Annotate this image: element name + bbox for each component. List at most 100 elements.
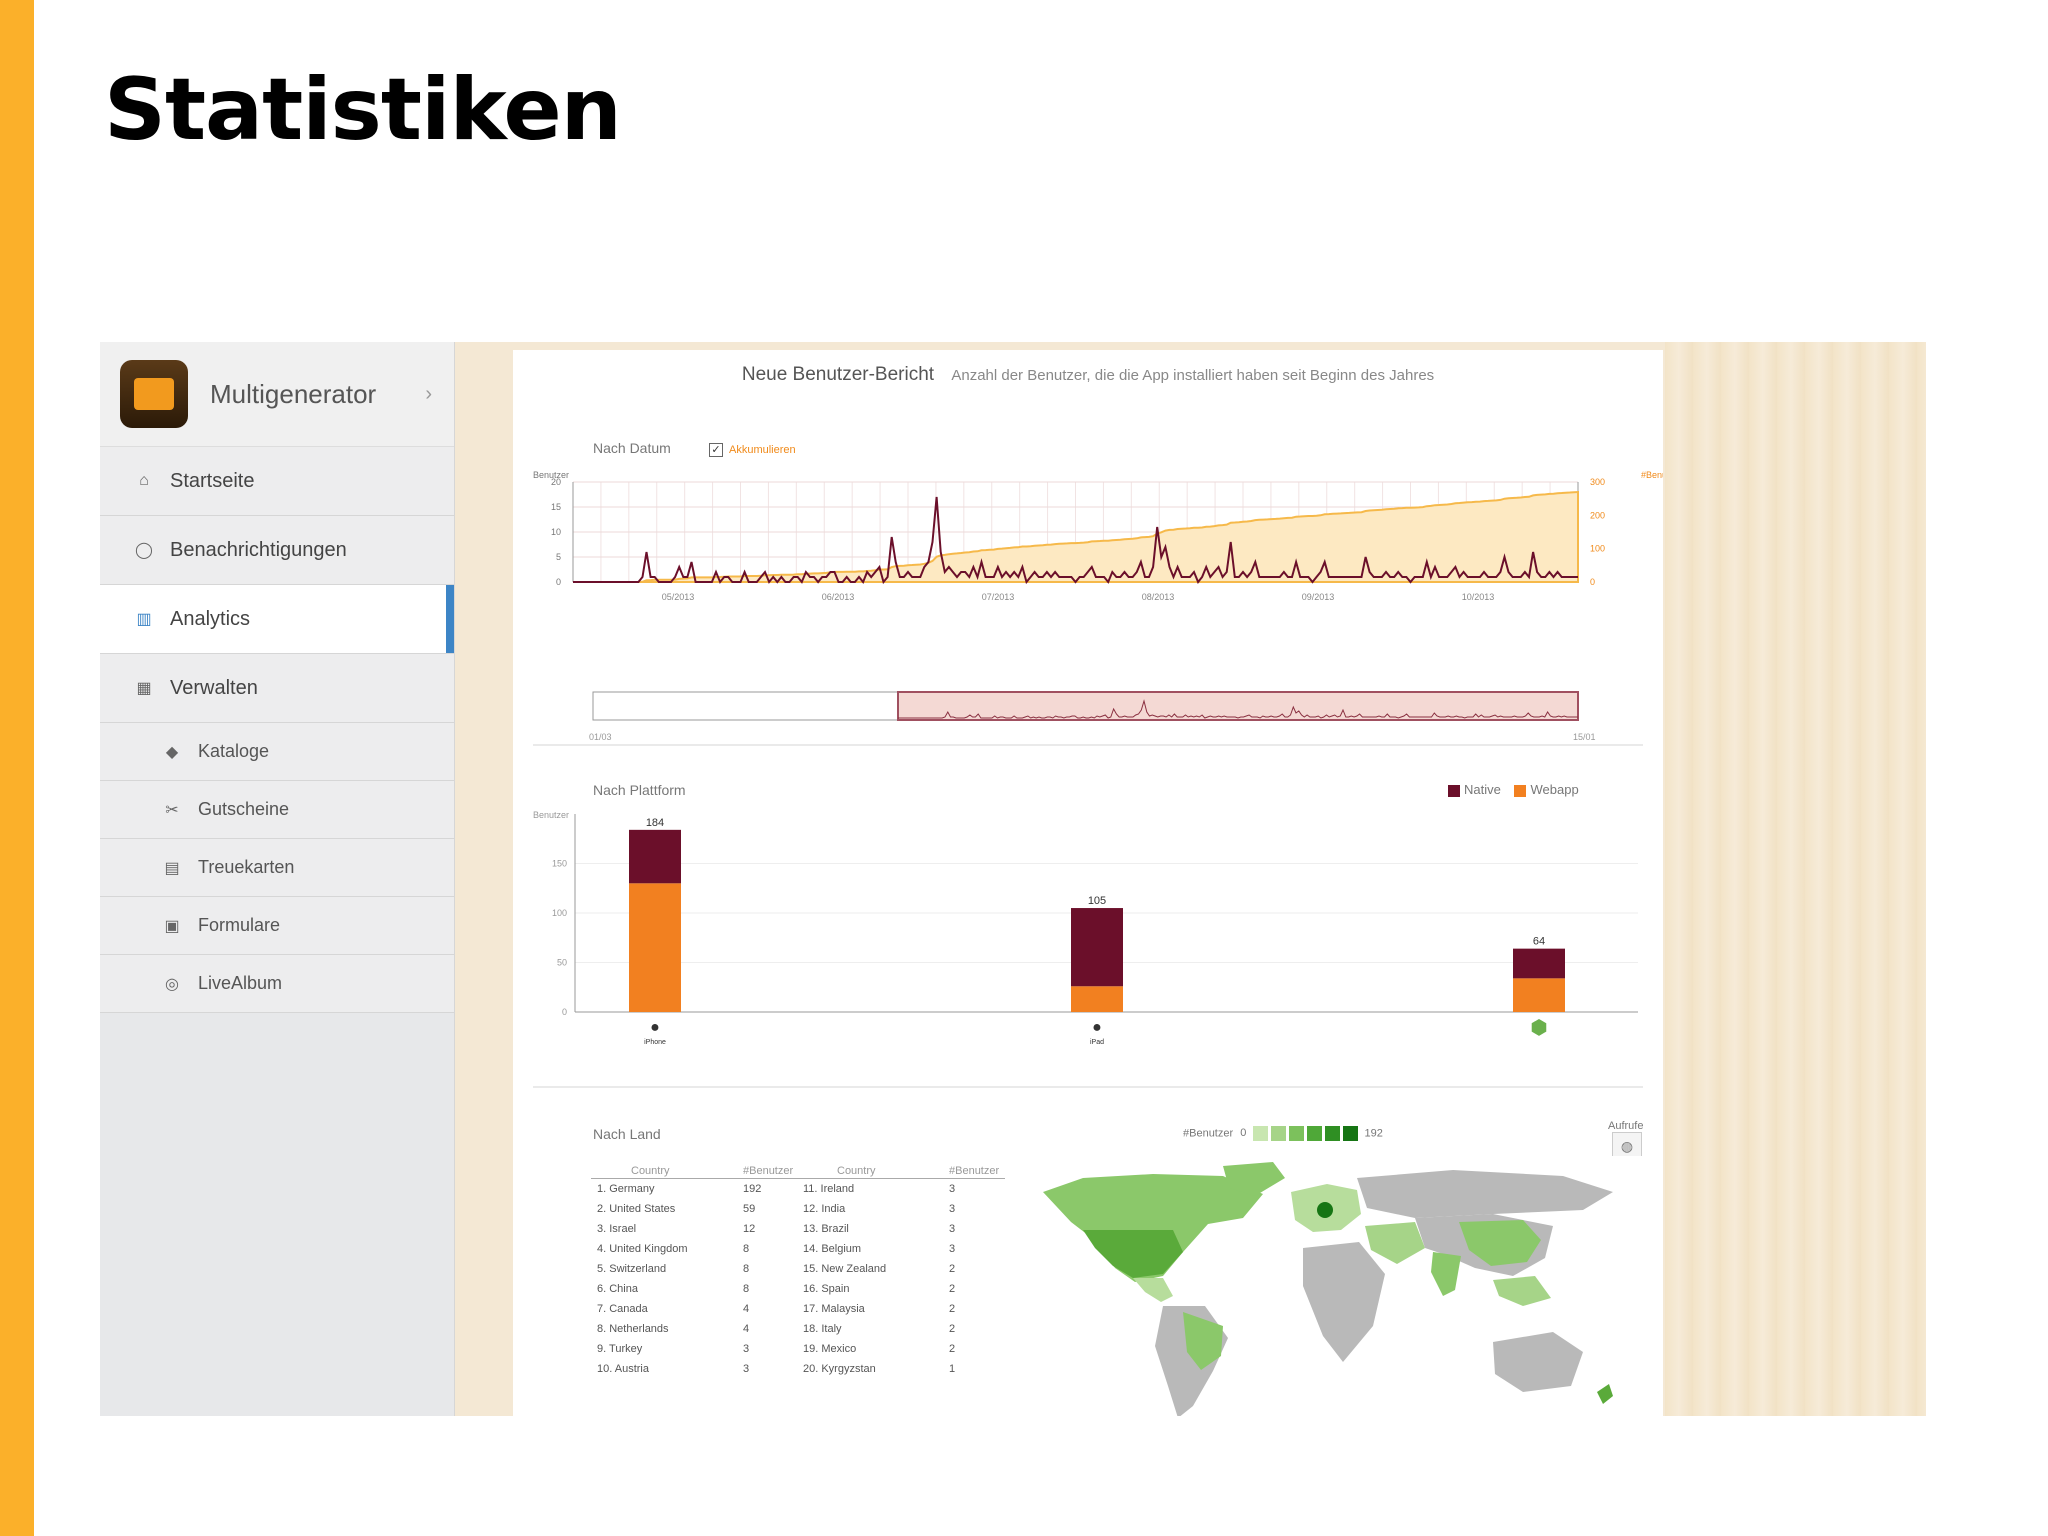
bar-webapp-segment bbox=[1071, 986, 1123, 1012]
bar-y-tick: 0 bbox=[562, 1007, 567, 1017]
range-navigator[interactable]: 01/03 15/01 bbox=[513, 688, 1663, 748]
legend-native-swatch bbox=[1448, 784, 1460, 797]
legend-native: Native bbox=[1464, 782, 1501, 797]
accumulate-toggle[interactable]: ✓ Akkumulieren bbox=[709, 440, 796, 457]
country-name: 13. Brazil bbox=[803, 1223, 849, 1235]
bar-y-tick: 100 bbox=[552, 908, 567, 918]
country-users: 8 bbox=[743, 1243, 750, 1255]
map-greenland bbox=[1223, 1162, 1285, 1196]
slide-title: Statistiken bbox=[104, 60, 622, 160]
table-row: 2. United States 59 bbox=[591, 1199, 799, 1219]
sidebar-item-verwalten[interactable]: ▦ Verwalten bbox=[100, 654, 454, 723]
grid-icon: ▦ bbox=[136, 680, 152, 697]
country-name: 4. United Kingdom bbox=[597, 1243, 688, 1255]
bar-native-segment bbox=[1071, 908, 1123, 987]
map-brazil bbox=[1183, 1312, 1223, 1370]
table-row: 3. Israel 12 bbox=[591, 1219, 799, 1239]
country-name: 14. Belgium bbox=[803, 1243, 862, 1255]
bar-webapp-segment bbox=[1513, 978, 1565, 1012]
accumulate-label: Akkumulieren bbox=[729, 444, 796, 456]
bar-y-tick: 50 bbox=[557, 958, 567, 968]
country-users: 2 bbox=[949, 1343, 956, 1355]
country-table-left: Country #Benutzer 1. Germany 192 2. United… bbox=[591, 1164, 800, 1379]
country-users: 59 bbox=[743, 1203, 756, 1215]
left-tick-label: 15 bbox=[551, 502, 561, 512]
right-tick-label: 200 bbox=[1590, 510, 1605, 520]
scale-label: #Benutzer bbox=[1183, 1127, 1234, 1140]
table-row: 5. Switzerland 8 bbox=[591, 1259, 799, 1279]
country-users: 2 bbox=[949, 1303, 956, 1315]
left-tick-label: 5 bbox=[556, 552, 561, 562]
table-row: 7. Canada 4 bbox=[591, 1299, 799, 1319]
map-russia bbox=[1357, 1170, 1613, 1218]
chevron-right-icon[interactable]: › bbox=[425, 382, 432, 405]
country-name: 20. Kyrgyzstan bbox=[803, 1363, 876, 1375]
country-name: 9. Turkey bbox=[597, 1343, 643, 1355]
country-name: 2. United States bbox=[597, 1203, 676, 1215]
x-tick-label: 06/2013 bbox=[822, 592, 855, 602]
map-australia bbox=[1493, 1332, 1583, 1392]
country-name: 5. Switzerland bbox=[597, 1263, 667, 1275]
x-tick-label: 05/2013 bbox=[662, 592, 695, 602]
country-users: 192 bbox=[743, 1183, 762, 1195]
map-africa bbox=[1303, 1242, 1385, 1362]
table-row: 8. Netherlands 4 bbox=[591, 1319, 799, 1339]
col-country: Country bbox=[591, 1164, 737, 1179]
left-tick-label: 20 bbox=[551, 477, 561, 487]
col-country: Country bbox=[797, 1164, 943, 1179]
sidebar-subitem-kataloge[interactable]: ◆ Kataloge bbox=[100, 723, 454, 781]
scissors-icon: ✂ bbox=[165, 801, 179, 819]
sidebar-subitem-label: Treuekarten bbox=[198, 857, 295, 877]
section-divider bbox=[533, 1086, 1643, 1088]
report-subtitle: Anzahl der Benutzer, die die App install… bbox=[951, 367, 1435, 384]
bar-webapp-segment bbox=[629, 883, 681, 1012]
country-users: 4 bbox=[743, 1303, 750, 1315]
bar-y-tick: 150 bbox=[552, 859, 567, 869]
bar-axis-label: Benutzer bbox=[533, 810, 569, 820]
country-name: 10. Austria bbox=[597, 1363, 649, 1375]
table-row: 16. Spain 2 bbox=[797, 1279, 1005, 1299]
sidebar-item-benachrichtigungen[interactable]: ◯ Benachrichtigungen bbox=[100, 516, 454, 585]
accent-bar bbox=[0, 0, 34, 1536]
right-tick-label: 100 bbox=[1590, 544, 1605, 554]
country-users: 3 bbox=[949, 1183, 956, 1195]
sidebar-subitem-livealbum[interactable]: ◎ LiveAlbum bbox=[100, 955, 454, 1013]
map-germany bbox=[1317, 1202, 1333, 1218]
home-icon: ⌂ bbox=[139, 472, 149, 489]
range-end-label: 15/01 bbox=[1573, 732, 1596, 742]
country-name: 3. Israel bbox=[597, 1223, 637, 1235]
app-logo bbox=[120, 360, 188, 428]
map-middle-east bbox=[1365, 1222, 1425, 1264]
brand-header[interactable]: Multigenerator › bbox=[100, 342, 454, 447]
sidebar-subitem-treuekarten[interactable]: ▤ Treuekarten bbox=[100, 839, 454, 897]
sidebar-item-analytics[interactable]: ▥ Analytics bbox=[100, 585, 454, 654]
sidebar-subitem-label: Gutscheine bbox=[198, 799, 290, 819]
table-row: 14. Belgium 3 bbox=[797, 1239, 1005, 1259]
report-panel: Neue Benutzer-Bericht Anzahl der Benutze… bbox=[513, 350, 1663, 1416]
country-users: 3 bbox=[949, 1243, 956, 1255]
world-map[interactable] bbox=[1023, 1156, 1643, 1416]
country-users: 1 bbox=[949, 1363, 956, 1375]
apple-icon: ● bbox=[1092, 1019, 1102, 1036]
range-selection bbox=[897, 691, 1579, 721]
right-tick-label: 300 bbox=[1590, 477, 1605, 487]
x-tick-label: 07/2013 bbox=[982, 592, 1015, 602]
bar-total-label: 105 bbox=[1088, 895, 1106, 907]
view-label: Aufrufe bbox=[1608, 1120, 1644, 1132]
sidebar-subitem-gutscheine[interactable]: ✂ Gutscheine bbox=[100, 781, 454, 839]
country-users: 12 bbox=[743, 1223, 756, 1235]
country-name: 15. New Zealand bbox=[803, 1263, 887, 1275]
table-row: 4. United Kingdom 8 bbox=[591, 1239, 799, 1259]
bar-native-segment bbox=[1513, 948, 1565, 979]
sidebar-item-label: Startseite bbox=[170, 469, 255, 492]
sidebar-item-startseite[interactable]: ⌂ Startseite bbox=[100, 447, 454, 516]
tag-icon: ◆ bbox=[165, 743, 179, 761]
table-row: 6. China 8 bbox=[591, 1279, 799, 1299]
table-row: 13. Brazil 3 bbox=[797, 1219, 1005, 1239]
table-row: 15. New Zealand 2 bbox=[797, 1259, 1005, 1279]
sidebar-item-label: Benachrichtigungen bbox=[170, 538, 347, 561]
sidebar-subitem-formulare[interactable]: ▣ Formulare bbox=[100, 897, 454, 955]
country-name: 19. Mexico bbox=[803, 1343, 857, 1355]
scale-min: 0 bbox=[1240, 1127, 1247, 1140]
table-row: 17. Malaysia 2 bbox=[797, 1299, 1005, 1319]
